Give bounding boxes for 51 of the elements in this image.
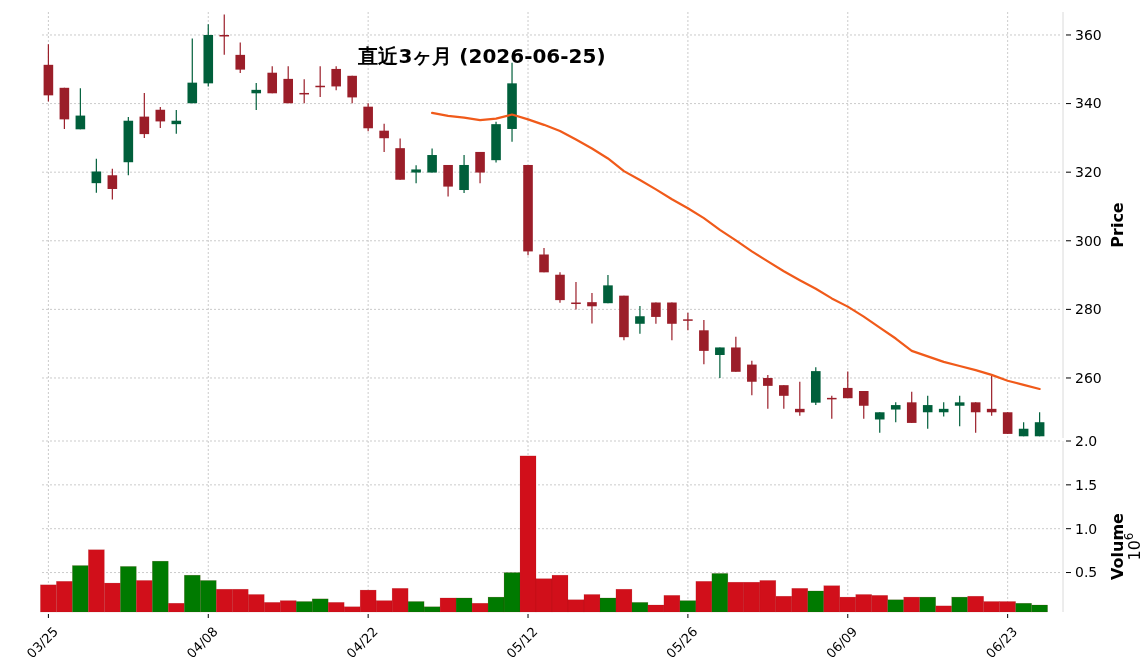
candlestick xyxy=(139,92,150,139)
candlestick xyxy=(251,82,262,111)
y-tick-label: 0.5 xyxy=(1075,564,1098,581)
y-tick-label: 300 xyxy=(1075,232,1102,249)
y-tick-label: 2.0 xyxy=(1075,432,1098,449)
candlestick xyxy=(970,401,981,434)
candlestick xyxy=(475,151,485,184)
line-series xyxy=(430,111,1041,391)
candlestick xyxy=(187,37,198,104)
candlestick xyxy=(91,158,102,194)
candlestick xyxy=(763,374,773,410)
candlestick xyxy=(858,390,869,420)
candlestick xyxy=(699,319,709,365)
candlestick xyxy=(747,360,757,396)
candlestick xyxy=(331,65,341,91)
candlestick xyxy=(635,305,645,335)
candlestick xyxy=(539,247,549,273)
y-tick-label: 360 xyxy=(1075,26,1102,43)
y-tick-label: 340 xyxy=(1075,95,1102,112)
candlestick xyxy=(906,391,917,424)
candlestick xyxy=(587,292,597,325)
candlestick xyxy=(954,395,965,427)
candlestick xyxy=(363,102,373,132)
candlestick xyxy=(107,168,118,201)
y-tick-label: 1.0 xyxy=(1075,520,1098,537)
candlestick xyxy=(683,312,693,331)
candlestick xyxy=(667,301,677,341)
y-tick-label: 320 xyxy=(1075,164,1102,181)
candlestick xyxy=(267,65,278,94)
candlestick xyxy=(347,75,357,104)
y-axis-title: Price xyxy=(1108,202,1127,248)
candlestick xyxy=(427,147,437,174)
text: 直近3ヶ月 (2026-06-25) xyxy=(357,44,606,68)
candlestick xyxy=(1034,411,1045,437)
candlestick xyxy=(411,164,421,184)
candlestick xyxy=(171,109,182,135)
y-tick-label: 260 xyxy=(1075,369,1102,386)
candlestick xyxy=(890,401,901,423)
candlestick xyxy=(715,346,725,379)
candlestick xyxy=(795,381,805,417)
candlestick xyxy=(842,370,853,399)
candlestick xyxy=(235,41,246,74)
candlestick xyxy=(922,395,933,430)
candlestick xyxy=(603,274,613,304)
candlestick xyxy=(443,164,453,198)
y-tick-label: 280 xyxy=(1075,301,1102,318)
candlestick xyxy=(379,123,389,153)
candlestick xyxy=(1002,411,1013,435)
candlestick xyxy=(779,384,789,410)
candlestick xyxy=(874,411,885,434)
y-tick-label: 1.5 xyxy=(1075,476,1098,493)
